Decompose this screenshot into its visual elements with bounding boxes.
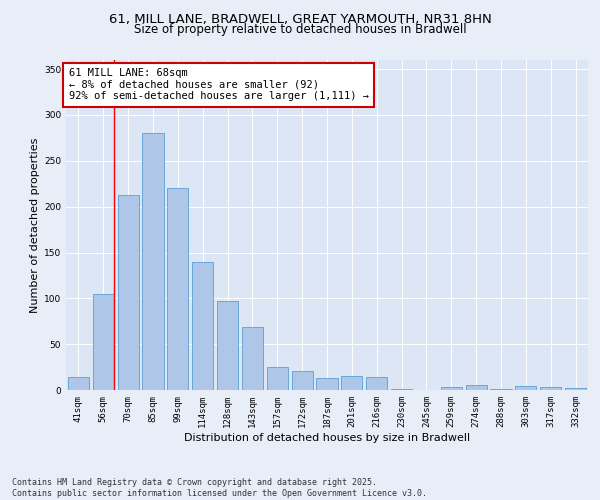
Bar	[118, 194, 139, 390]
Bar	[217, 301, 238, 390]
Bar	[441, 387, 462, 390]
Bar	[540, 387, 561, 390]
Bar	[242, 327, 263, 390]
Bar	[490, 389, 512, 390]
Bar	[167, 188, 188, 390]
Bar	[267, 367, 288, 390]
Text: 61, MILL LANE, BRADWELL, GREAT YARMOUTH, NR31 8HN: 61, MILL LANE, BRADWELL, GREAT YARMOUTH,…	[109, 12, 491, 26]
Bar	[316, 378, 338, 390]
Bar	[292, 371, 313, 390]
Bar	[466, 386, 487, 390]
Bar	[391, 389, 412, 390]
Bar	[192, 262, 213, 390]
Y-axis label: Number of detached properties: Number of detached properties	[30, 138, 40, 312]
Text: Size of property relative to detached houses in Bradwell: Size of property relative to detached ho…	[134, 22, 466, 36]
Bar	[93, 294, 114, 390]
X-axis label: Distribution of detached houses by size in Bradwell: Distribution of detached houses by size …	[184, 432, 470, 442]
Bar	[366, 377, 387, 390]
Bar	[515, 386, 536, 390]
Bar	[142, 134, 164, 390]
Bar	[565, 388, 586, 390]
Text: 61 MILL LANE: 68sqm
← 8% of detached houses are smaller (92)
92% of semi-detache: 61 MILL LANE: 68sqm ← 8% of detached hou…	[68, 68, 368, 102]
Bar	[341, 376, 362, 390]
Bar	[68, 377, 89, 390]
Text: Contains HM Land Registry data © Crown copyright and database right 2025.
Contai: Contains HM Land Registry data © Crown c…	[12, 478, 427, 498]
